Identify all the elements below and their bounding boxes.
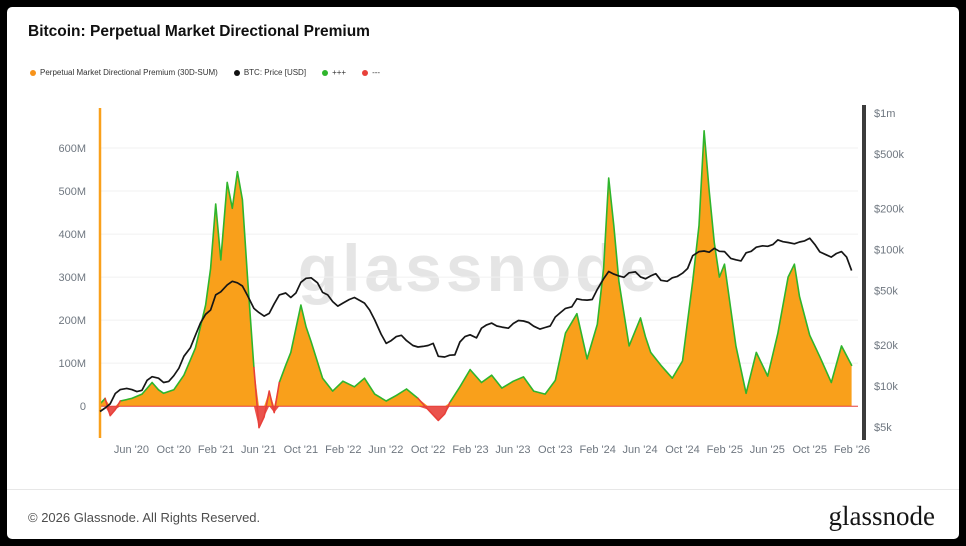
svg-text:500M: 500M bbox=[58, 186, 86, 198]
svg-text:Jun '25: Jun '25 bbox=[750, 444, 785, 456]
svg-text:$10k: $10k bbox=[874, 381, 898, 393]
svg-text:Feb '23: Feb '23 bbox=[452, 444, 488, 456]
svg-text:200M: 200M bbox=[58, 315, 86, 327]
svg-text:Oct '24: Oct '24 bbox=[665, 444, 700, 456]
svg-text:Jun '24: Jun '24 bbox=[623, 444, 658, 456]
legend-label-premium: Perpetual Market Directional Premium (30… bbox=[40, 68, 218, 77]
svg-text:Feb '25: Feb '25 bbox=[707, 444, 743, 456]
svg-text:$1m: $1m bbox=[874, 108, 895, 120]
legend-marker-premium-icon bbox=[30, 69, 36, 76]
svg-text:Oct '21: Oct '21 bbox=[284, 444, 319, 456]
copyright-text: © 2026 Glassnode. All Rights Reserved. bbox=[28, 510, 261, 525]
svg-text:Oct '23: Oct '23 bbox=[538, 444, 573, 456]
legend-item-btc-price[interactable]: BTC: Price [USD] bbox=[233, 68, 307, 77]
legend-marker-positive-icon bbox=[322, 69, 329, 76]
svg-text:100M: 100M bbox=[58, 358, 86, 370]
svg-text:Jun '23: Jun '23 bbox=[495, 444, 530, 456]
legend-marker-negative-icon bbox=[362, 69, 369, 76]
chart-page: Bitcoin: Perpetual Market Directional Pr… bbox=[7, 7, 959, 539]
page-title: Bitcoin: Perpetual Market Directional Pr… bbox=[28, 23, 370, 40]
chart-area: glassnode 0 100M 200M 300M 400M 500M 600M $5k $1… bbox=[20, 100, 950, 465]
svg-text:Feb '24: Feb '24 bbox=[580, 444, 616, 456]
legend-item-positive[interactable]: +++ bbox=[322, 68, 346, 77]
svg-text:Feb '21: Feb '21 bbox=[198, 444, 234, 456]
legend-item-premium[interactable]: Perpetual Market Directional Premium (30… bbox=[30, 68, 218, 77]
svg-text:400M: 400M bbox=[58, 229, 86, 241]
svg-text:Oct '25: Oct '25 bbox=[792, 444, 827, 456]
chart-canvas[interactable]: 0 100M 200M 300M 400M 500M 600M $5k $10k $20k $50k… bbox=[20, 100, 950, 465]
svg-text:600M: 600M bbox=[58, 143, 86, 155]
svg-text:Jun '21: Jun '21 bbox=[241, 444, 276, 456]
footer-divider bbox=[7, 489, 959, 490]
svg-text:$200k: $200k bbox=[874, 203, 904, 215]
legend-label-negative: --- bbox=[372, 68, 381, 77]
glassnode-logo: glassnode bbox=[828, 501, 935, 531]
svg-text:$50k: $50k bbox=[874, 286, 898, 298]
svg-text:Jun '20: Jun '20 bbox=[114, 444, 149, 456]
svg-text:Feb '26: Feb '26 bbox=[834, 444, 870, 456]
svg-text:$5k: $5k bbox=[874, 422, 892, 434]
svg-text:Oct '20: Oct '20 bbox=[157, 444, 192, 456]
svg-text:$100k: $100k bbox=[874, 244, 904, 256]
svg-text:Jun '22: Jun '22 bbox=[368, 444, 403, 456]
legend-label-positive: +++ bbox=[332, 68, 347, 77]
legend-item-negative[interactable]: --- bbox=[362, 68, 380, 77]
svg-text:$500k: $500k bbox=[874, 149, 904, 161]
legend-label-btc: BTC: Price [USD] bbox=[243, 68, 307, 77]
svg-text:Oct '22: Oct '22 bbox=[411, 444, 446, 456]
legend: Perpetual Market Directional Premium (30… bbox=[30, 68, 380, 77]
svg-text:300M: 300M bbox=[58, 272, 86, 284]
svg-text:$20k: $20k bbox=[874, 340, 898, 352]
legend-marker-btc-icon bbox=[233, 69, 240, 76]
svg-text:0: 0 bbox=[80, 401, 86, 413]
svg-text:Feb '22: Feb '22 bbox=[325, 444, 361, 456]
